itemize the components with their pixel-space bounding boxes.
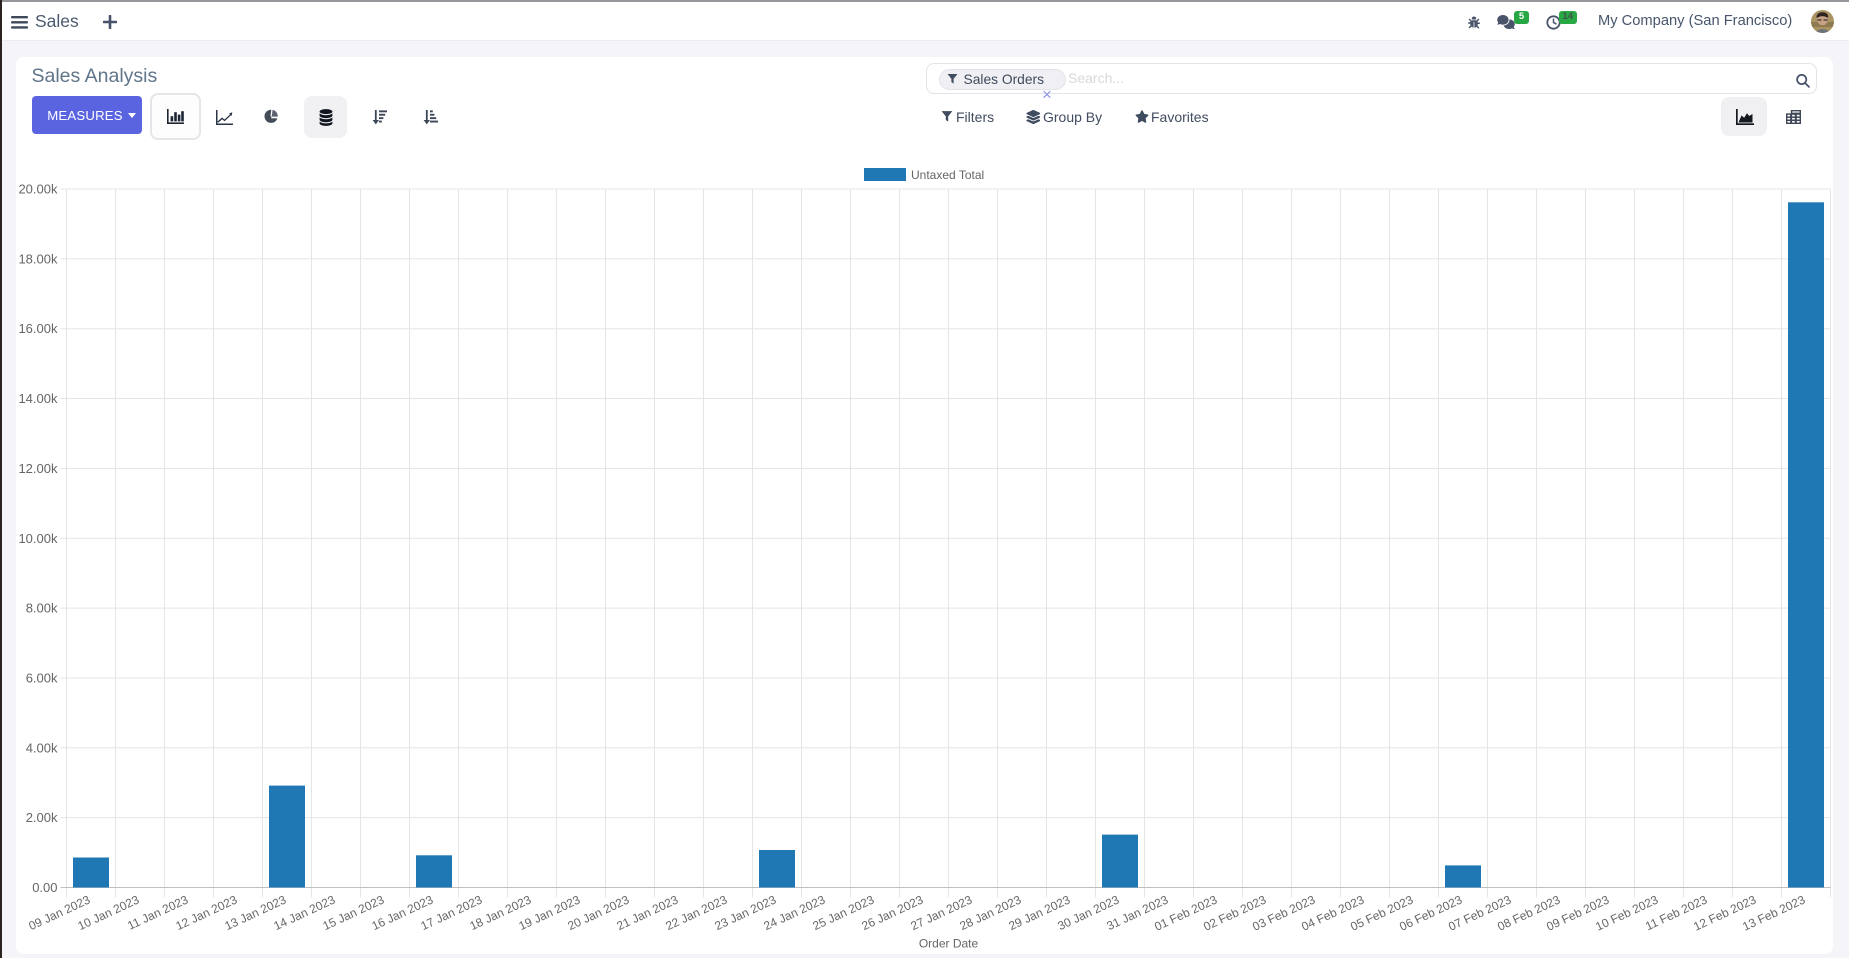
svg-text:12.00k: 12.00k bbox=[18, 461, 58, 476]
svg-text:2.00k: 2.00k bbox=[26, 810, 58, 825]
svg-text:10.00k: 10.00k bbox=[18, 531, 58, 546]
svg-text:18.00k: 18.00k bbox=[18, 251, 58, 266]
svg-text:14.00k: 14.00k bbox=[18, 391, 58, 406]
svg-text:6.00k: 6.00k bbox=[26, 670, 58, 685]
svg-text:16.00k: 16.00k bbox=[18, 321, 58, 336]
svg-text:20.00k: 20.00k bbox=[18, 182, 58, 197]
svg-text:0.00: 0.00 bbox=[32, 880, 57, 895]
svg-text:Order Date: Order Date bbox=[919, 936, 979, 950]
svg-text:4.00k: 4.00k bbox=[26, 740, 58, 755]
svg-text:Untaxed Total: Untaxed Total bbox=[911, 168, 984, 182]
svg-text:8.00k: 8.00k bbox=[26, 601, 58, 616]
